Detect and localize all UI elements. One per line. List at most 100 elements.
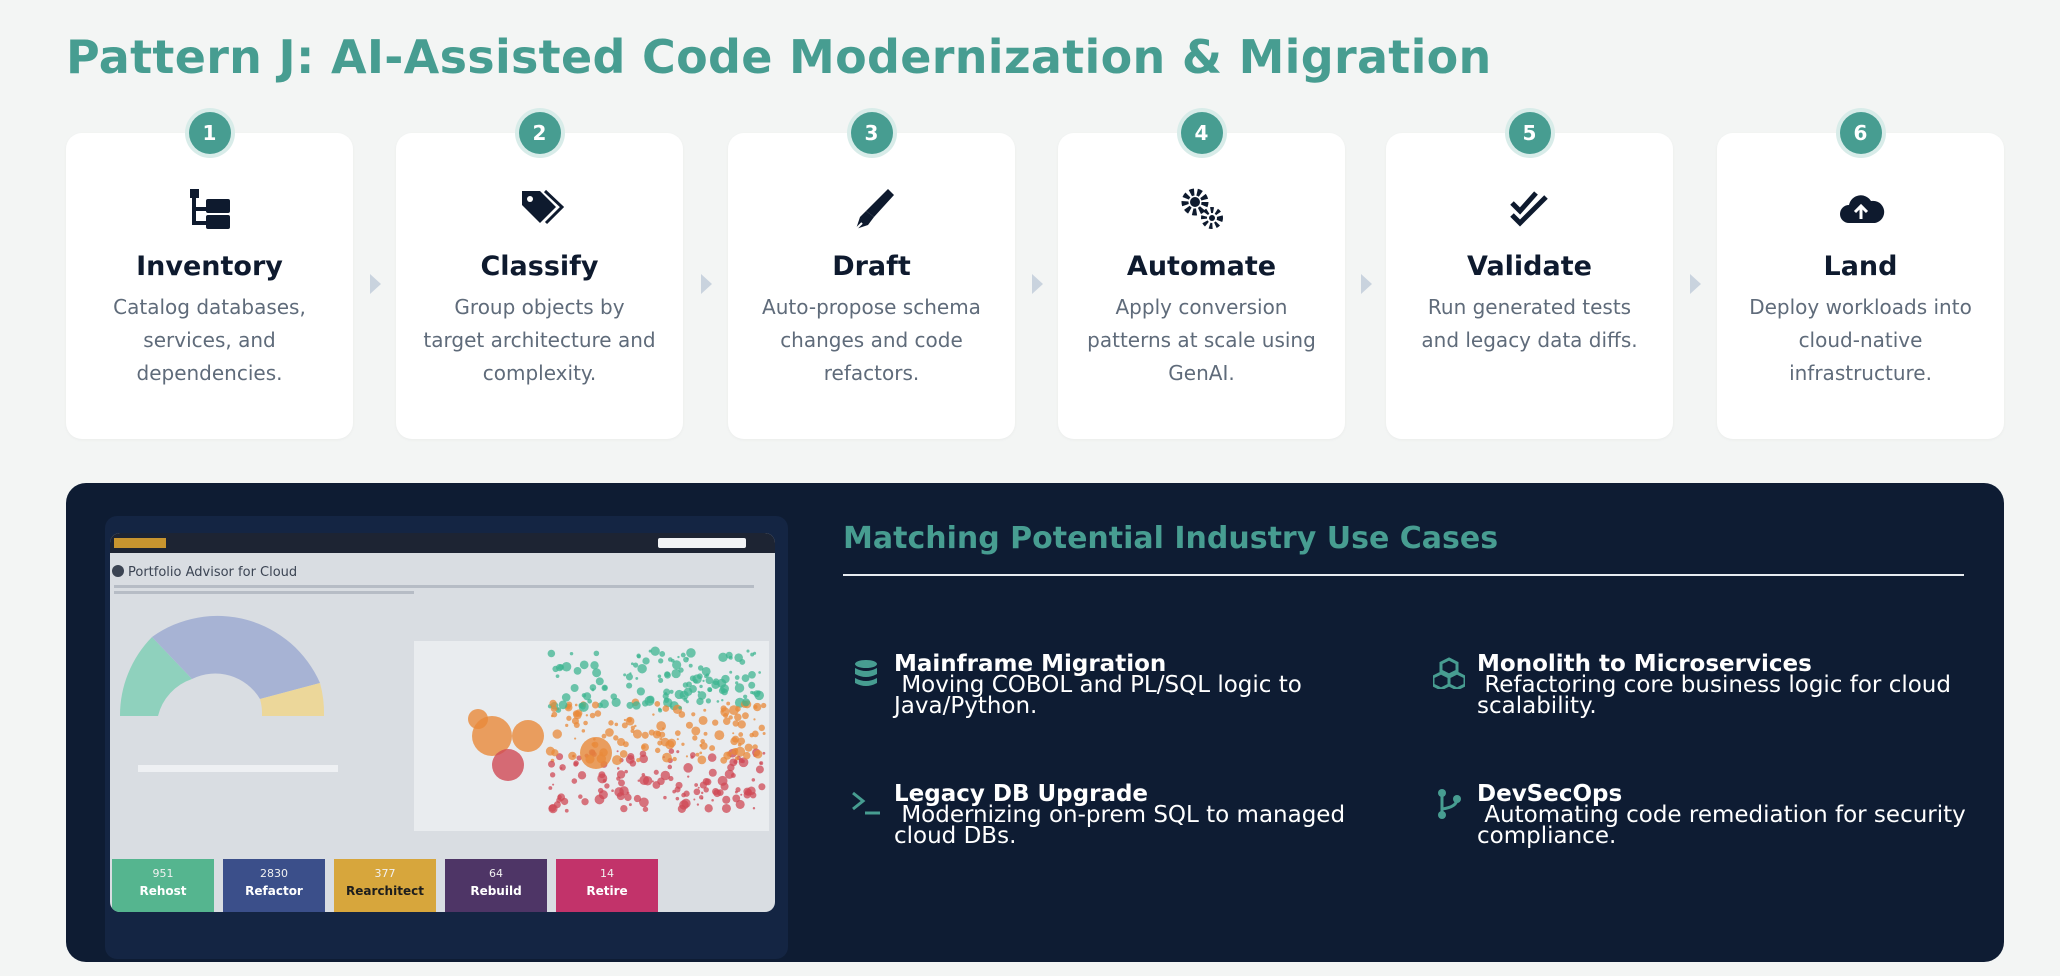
scatter-dot bbox=[676, 750, 680, 754]
scatter-dot bbox=[743, 694, 748, 699]
scatter-dot bbox=[576, 755, 582, 761]
scatter-dot bbox=[698, 716, 708, 725]
scatter-dot bbox=[623, 673, 627, 677]
divider bbox=[843, 574, 1964, 576]
scatter-dot bbox=[721, 803, 731, 813]
scatter-dot bbox=[692, 735, 698, 741]
scatter-dot bbox=[651, 780, 654, 783]
scatter-dot bbox=[729, 670, 733, 674]
scatter-dot bbox=[744, 743, 753, 752]
scatter-dot bbox=[752, 807, 756, 810]
scatter-dot bbox=[549, 699, 557, 708]
scatter-dot bbox=[579, 660, 589, 670]
scatter-dot bbox=[667, 764, 673, 770]
step-card: 5 Validate Run generated tests and legacy … bbox=[1386, 112, 1673, 439]
scatter-dot bbox=[730, 737, 739, 746]
scatter-dot bbox=[616, 750, 619, 753]
scatter-dot bbox=[625, 673, 633, 681]
scatter-dot bbox=[672, 756, 677, 762]
use-case-title: Mainframe Migration bbox=[894, 651, 1167, 677]
scatter-dot bbox=[558, 700, 568, 710]
scatter-dot bbox=[573, 722, 580, 729]
scatter-dot bbox=[658, 708, 663, 713]
use-case-panel: Portfolio Advisor for Cloud 951 Rehost 283… bbox=[66, 483, 2004, 962]
scatter-dot bbox=[552, 783, 555, 786]
scatter-dot bbox=[705, 698, 712, 704]
step-description: Group objects by target architecture and… bbox=[423, 295, 656, 385]
scatter-bubble bbox=[468, 709, 488, 729]
use-case-icon bbox=[855, 660, 877, 686]
scatter-dot bbox=[699, 744, 703, 747]
scatter-dot bbox=[676, 738, 679, 741]
scatter-dot bbox=[717, 775, 728, 786]
scatter-dot bbox=[626, 701, 634, 709]
scatter-dot bbox=[662, 752, 672, 763]
scatter-dot bbox=[614, 722, 619, 727]
scatter-dot bbox=[700, 739, 706, 744]
scatter-dot bbox=[693, 788, 701, 796]
scatter-dot bbox=[624, 793, 632, 802]
scatter-dot bbox=[748, 670, 756, 679]
scatter-dot bbox=[750, 690, 754, 695]
scatter-dot bbox=[577, 771, 587, 780]
step-icon bbox=[1839, 195, 1884, 223]
scatter-dot bbox=[560, 767, 563, 770]
scatter-dot bbox=[561, 693, 571, 702]
step-icon bbox=[521, 189, 564, 225]
scatter-dot bbox=[632, 701, 641, 710]
scatter-dot bbox=[660, 770, 671, 781]
scatter-dot bbox=[549, 772, 556, 778]
step-title: Automate bbox=[1126, 251, 1277, 282]
scatter-dot bbox=[754, 690, 764, 701]
scatter-dot bbox=[739, 659, 746, 665]
scatter-dot bbox=[550, 705, 558, 712]
scatter-dot bbox=[740, 793, 743, 796]
scatter-dot bbox=[721, 699, 724, 702]
scatter-bubble bbox=[580, 737, 612, 769]
scatter-dot bbox=[558, 664, 565, 671]
scatter-dot bbox=[688, 663, 693, 668]
scatter-dot bbox=[574, 737, 577, 740]
scatter-dot bbox=[613, 735, 619, 741]
scatter-dot bbox=[648, 649, 652, 653]
scatter-dot bbox=[616, 776, 621, 781]
scatter-dot bbox=[626, 791, 630, 795]
scatter-dot bbox=[578, 702, 584, 709]
tile-label: Refactor bbox=[245, 884, 303, 898]
step-icon bbox=[189, 189, 230, 229]
scatter-dot bbox=[639, 754, 649, 764]
scatter-dot bbox=[611, 789, 614, 793]
step-title: Land bbox=[1823, 251, 1898, 282]
tile-label: Rearchitect bbox=[346, 884, 424, 898]
scatter-dot bbox=[591, 701, 600, 709]
scatter-dot bbox=[568, 751, 577, 761]
scatter-dot bbox=[678, 705, 682, 710]
step-card: 4 Automate Apply conversion patterns at sc… bbox=[1058, 112, 1345, 439]
scatter-dot bbox=[718, 652, 728, 662]
scatter-dot bbox=[667, 738, 676, 748]
scatter-dot bbox=[758, 724, 765, 732]
scatter-dot bbox=[677, 655, 680, 659]
use-case-title: Monolith to Microservices bbox=[1477, 651, 1812, 677]
scatter-dot bbox=[729, 705, 739, 716]
scatter-dot bbox=[732, 732, 735, 735]
tile-count: 951 bbox=[153, 867, 174, 880]
scatter-dot bbox=[636, 653, 641, 658]
scatter-dot bbox=[742, 698, 751, 707]
scatter-dot bbox=[571, 778, 578, 784]
scatter-dot bbox=[678, 711, 686, 718]
scatter-dot bbox=[599, 699, 609, 709]
summary-tile bbox=[223, 859, 325, 912]
scatter-dot bbox=[637, 779, 640, 782]
summary-tiles: 951 Rehost 2830 Refactor 377 Rearchitect 64 Reb… bbox=[112, 859, 658, 912]
scatter-dot bbox=[629, 672, 632, 675]
scatter-dot bbox=[654, 700, 661, 707]
scatter-dot bbox=[589, 712, 596, 719]
scatter-dot bbox=[720, 756, 728, 764]
tile-count: 2830 bbox=[260, 867, 288, 880]
scatter-dot bbox=[748, 681, 756, 689]
scatter-dot bbox=[658, 658, 664, 664]
scatter-dot bbox=[598, 771, 606, 779]
summary-tile bbox=[112, 859, 214, 912]
scatter-dot bbox=[642, 657, 650, 665]
